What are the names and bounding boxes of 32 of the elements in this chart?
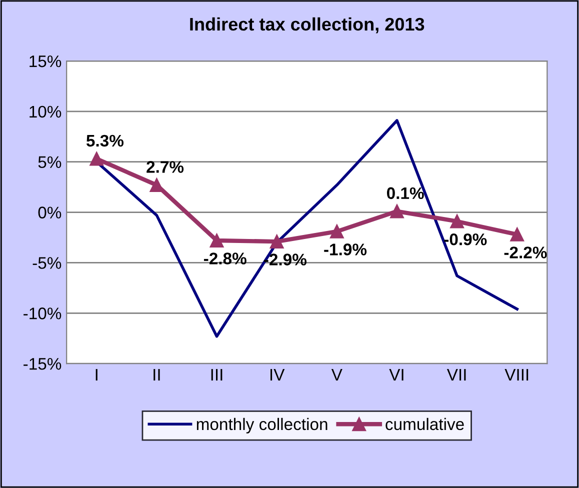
data-label: 0.1% <box>386 187 424 200</box>
x-tick-label: III <box>211 369 222 380</box>
x-tick-label: V <box>331 369 342 380</box>
point <box>510 228 524 242</box>
x-tick-label: VI <box>389 369 404 380</box>
y-tick-label: 15% <box>30 55 62 68</box>
data-label: -2.8% <box>204 252 246 264</box>
data-label: 5.3% <box>86 134 124 147</box>
data-label: -1.9% <box>324 244 367 256</box>
y-tick-label: -10% <box>24 308 62 320</box>
y-tick-label: -5% <box>32 257 62 269</box>
x-tick-label: VIII <box>504 369 528 380</box>
point <box>390 204 404 218</box>
point <box>90 152 104 166</box>
legend-label: monthly collection <box>196 418 328 434</box>
y-tick-label: 10% <box>30 106 62 118</box>
data-label: -2.2% <box>504 246 547 258</box>
x-tick-label: I <box>96 369 98 380</box>
y-tick-label: -15% <box>24 358 62 370</box>
x-tick-label: VII <box>446 369 466 380</box>
data-label: -0.9% <box>444 233 487 246</box>
y-tick-label: 0% <box>38 206 62 218</box>
point <box>270 234 284 248</box>
point <box>330 224 344 238</box>
y-tick-label: 5% <box>38 156 62 168</box>
legend-label: cumulative <box>386 418 464 430</box>
x-tick-label: II <box>154 369 160 380</box>
point <box>210 234 224 248</box>
point <box>450 214 464 228</box>
x-tick-label: IV <box>270 369 285 380</box>
chart-title: Indirect tax collection, 2013 <box>190 17 424 34</box>
data-label: 2.7% <box>146 161 184 173</box>
